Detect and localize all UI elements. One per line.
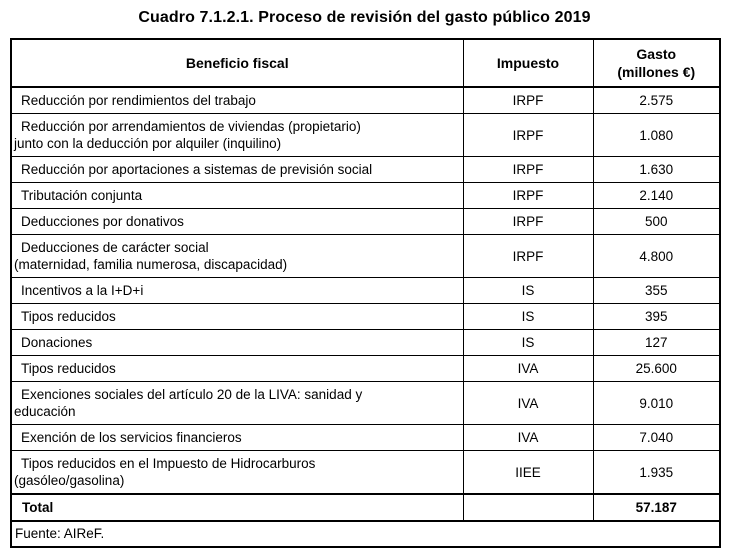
beneficio-cell: Tipos reducidos — [10, 303, 464, 330]
table-row: Reducción por rendimientos del trabajo I… — [10, 86, 721, 114]
beneficio-cell: Tipos reducidos en el Impuesto de Hidroc… — [10, 450, 464, 495]
total-row: Total 57.187 — [10, 493, 721, 522]
gasto-cell: 25.600 — [592, 355, 721, 382]
table-title: Cuadro 7.1.2.1. Proceso de revisión del … — [138, 9, 591, 26]
gasto-cell: 355 — [592, 277, 721, 304]
table-row: Tipos reducidos en el Impuesto de Hidroc… — [10, 450, 721, 495]
gasto-cell: 1.630 — [592, 156, 721, 183]
beneficio-cell: Incentivos a la I+D+i — [10, 277, 464, 304]
source-note: Fuente: AIReF. — [15, 526, 105, 541]
table-row: Deducciones de carácter social (maternid… — [10, 234, 721, 278]
table-row: Exenciones sociales del artículo 20 de l… — [10, 381, 721, 425]
gasto-cell: 1.935 — [592, 450, 721, 495]
impuesto-cell: IVA — [462, 381, 594, 425]
header-row: Beneficio fiscal Impuesto Gasto (millone… — [10, 38, 721, 88]
table-row: Incentivos a la I+D+i IS 355 — [10, 277, 721, 304]
table-row: Tipos reducidos IS 395 — [10, 303, 721, 330]
gasto-cell: 9.010 — [592, 381, 721, 425]
impuesto-cell: IIEE — [462, 450, 594, 495]
impuesto-cell: IS — [462, 277, 594, 304]
beneficio-cell: Exenciones sociales del artículo 20 de l… — [10, 381, 464, 425]
impuesto-cell: IRPF — [462, 208, 594, 235]
table-row: Tipos reducidos IVA 25.600 — [10, 355, 721, 382]
gasto-cell: 7.040 — [592, 424, 721, 451]
column-header-impuesto: Impuesto — [462, 38, 594, 88]
impuesto-cell: IS — [462, 303, 594, 330]
gasto-cell: 2.575 — [592, 86, 721, 114]
gasto-cell: 2.140 — [592, 182, 721, 209]
impuesto-cell: IVA — [462, 355, 594, 382]
beneficio-cell: Donaciones — [10, 329, 464, 356]
beneficio-cell: Reducción por arrendamientos de vivienda… — [10, 113, 464, 157]
fiscal-benefits-table: Beneficio fiscal Impuesto Gasto (millone… — [10, 38, 721, 548]
column-header-gasto: Gasto (millones €) — [592, 38, 721, 88]
gasto-cell: 127 — [592, 329, 721, 356]
table-row: Reducción por aportaciones a sistemas de… — [10, 156, 721, 183]
table-row: Reducción por arrendamientos de vivienda… — [10, 113, 721, 157]
source-row: Fuente: AIReF. — [11, 521, 720, 547]
table-row: Donaciones IS 127 — [10, 329, 721, 356]
table-row: Deducciones por donativos IRPF 500 — [10, 208, 721, 235]
impuesto-cell: IRPF — [462, 113, 594, 157]
gasto-cell: 4.800 — [592, 234, 721, 278]
impuesto-cell: IRPF — [462, 234, 594, 278]
beneficio-cell: Reducción por aportaciones a sistemas de… — [10, 156, 464, 183]
gasto-cell: 395 — [592, 303, 721, 330]
total-label: Total — [10, 493, 464, 522]
beneficio-cell: Exención de los servicios financieros — [10, 424, 464, 451]
gasto-cell: 500 — [592, 208, 721, 235]
beneficio-cell: Tributación conjunta — [10, 182, 464, 209]
column-header-beneficio: Beneficio fiscal — [10, 38, 464, 88]
total-impuesto-cell — [462, 493, 594, 522]
gasto-cell: 1.080 — [592, 113, 721, 157]
impuesto-cell: IRPF — [462, 182, 594, 209]
impuesto-cell: IVA — [462, 424, 594, 451]
table-row: Tributación conjunta IRPF 2.140 — [10, 182, 721, 209]
table-row: Exención de los servicios financieros IV… — [10, 424, 721, 451]
beneficio-cell: Deducciones de carácter social (maternid… — [10, 234, 464, 278]
beneficio-cell: Deducciones por donativos — [10, 208, 464, 235]
total-gasto-cell: 57.187 — [592, 493, 721, 522]
impuesto-cell: IS — [462, 329, 594, 356]
beneficio-cell: Tipos reducidos — [10, 355, 464, 382]
impuesto-cell: IRPF — [462, 156, 594, 183]
beneficio-cell: Reducción por rendimientos del trabajo — [10, 86, 464, 114]
impuesto-cell: IRPF — [462, 86, 594, 114]
